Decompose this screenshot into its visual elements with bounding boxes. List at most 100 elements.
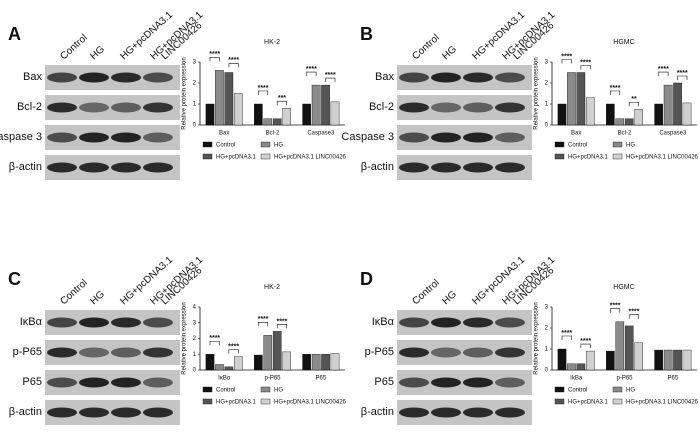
significance-bracket (628, 314, 639, 319)
blot-band (143, 162, 173, 173)
legend-swatch (612, 398, 623, 405)
significance-bracket (209, 340, 220, 346)
bar (567, 72, 576, 126)
bar (205, 354, 215, 371)
bar (272, 331, 282, 371)
blot-band (431, 102, 461, 113)
significance-label: **** (658, 66, 669, 73)
legend-label: Control (568, 388, 587, 394)
blot-band (79, 377, 109, 388)
blot-band (47, 162, 77, 173)
blot-label: Caspase 3 (341, 131, 394, 143)
blot-band (495, 102, 525, 113)
panel-letter: B (360, 24, 373, 44)
y-axis-label: Relative protein expression (534, 57, 540, 129)
significance-bracket (276, 100, 287, 106)
blot-band (495, 132, 525, 143)
bar (576, 363, 586, 371)
blot-label: β-actin (9, 406, 42, 418)
chart-title: HK-2 (264, 39, 280, 46)
significance-label: **** (306, 66, 317, 73)
legend-label: HG (274, 143, 283, 149)
bar (586, 97, 595, 126)
blot-band (463, 132, 493, 143)
lane-label: HG+pcDNA3.1 (148, 9, 205, 62)
lane-label: Control (58, 277, 89, 307)
bar (311, 84, 321, 126)
blot-band (79, 162, 109, 173)
blot-band (79, 132, 109, 143)
x-tick-label: Bcl-2 (266, 131, 280, 137)
legend-label: HG+pcDNA3.1 (216, 400, 257, 406)
blot-band (463, 377, 493, 388)
blot-band (47, 72, 77, 83)
bar (205, 103, 215, 126)
blot-label: IκBα (372, 316, 395, 328)
bar (576, 72, 586, 126)
legend-swatch (260, 398, 271, 405)
blot-label: P65 (374, 376, 394, 388)
legend-swatch (260, 153, 271, 160)
legend-label: Control (568, 143, 587, 149)
legend-swatch (612, 153, 623, 160)
x-tick-label: Caspase3 (659, 131, 687, 137)
y-axis-label: Relative protein expression (534, 302, 540, 374)
blot-label: P65 (22, 376, 42, 388)
legend-label: HG+pcDNA3.1 LINC00426 (274, 155, 347, 161)
blot-label: Bcl-2 (17, 101, 42, 113)
blot-band (495, 162, 525, 173)
blot-band (143, 102, 173, 113)
x-tick-label: Caspase3 (307, 131, 335, 137)
significance-bracket (628, 101, 639, 107)
bar (302, 103, 311, 126)
blot-band (47, 377, 77, 388)
bar (673, 82, 682, 126)
lane-label: HG+pcDNA3.1 (148, 254, 205, 307)
blot-band (111, 72, 141, 83)
significance-bracket (228, 349, 239, 354)
bar (330, 353, 340, 371)
x-tick-label: p-P65 (264, 376, 281, 382)
lane-label: HG+pcDNA3.1 (500, 9, 557, 62)
blot-band (463, 407, 493, 418)
blot-band (495, 407, 525, 418)
significance-label: **** (610, 303, 621, 310)
bar (215, 70, 224, 126)
x-tick-label: IkBa (570, 376, 583, 382)
blot-band (431, 377, 461, 388)
blot-label: β-actin (361, 406, 394, 418)
significance-bracket (258, 90, 269, 95)
blot-label: Bcl-2 (369, 101, 394, 113)
y-tick-label: 0 (545, 368, 549, 374)
y-tick-label: 0 (545, 123, 549, 129)
bar (606, 103, 615, 126)
significance-label: **** (258, 316, 269, 323)
lane-label: HG (440, 44, 459, 62)
blot-band (431, 162, 461, 173)
y-tick-label: 0 (193, 123, 197, 129)
lane-label: Control (410, 277, 441, 307)
bar (234, 93, 243, 126)
blot-band (79, 317, 109, 328)
bar (234, 356, 243, 371)
blot-band (399, 377, 429, 388)
bar (263, 118, 273, 126)
blot-band (431, 132, 461, 143)
legend-swatch (202, 386, 213, 393)
bar (311, 354, 321, 371)
bar (624, 325, 634, 371)
panel-letter: C (8, 269, 21, 289)
y-axis-label: Relative protein expression (182, 57, 188, 129)
bar (654, 103, 663, 126)
significance-label: ** (631, 96, 637, 103)
blot-band (463, 317, 493, 328)
legend-label: Control (216, 388, 235, 394)
y-tick-label: 3 (193, 60, 197, 66)
legend-swatch (202, 141, 213, 148)
legend-label: HG (626, 388, 635, 394)
lane-label: HG (88, 44, 107, 62)
